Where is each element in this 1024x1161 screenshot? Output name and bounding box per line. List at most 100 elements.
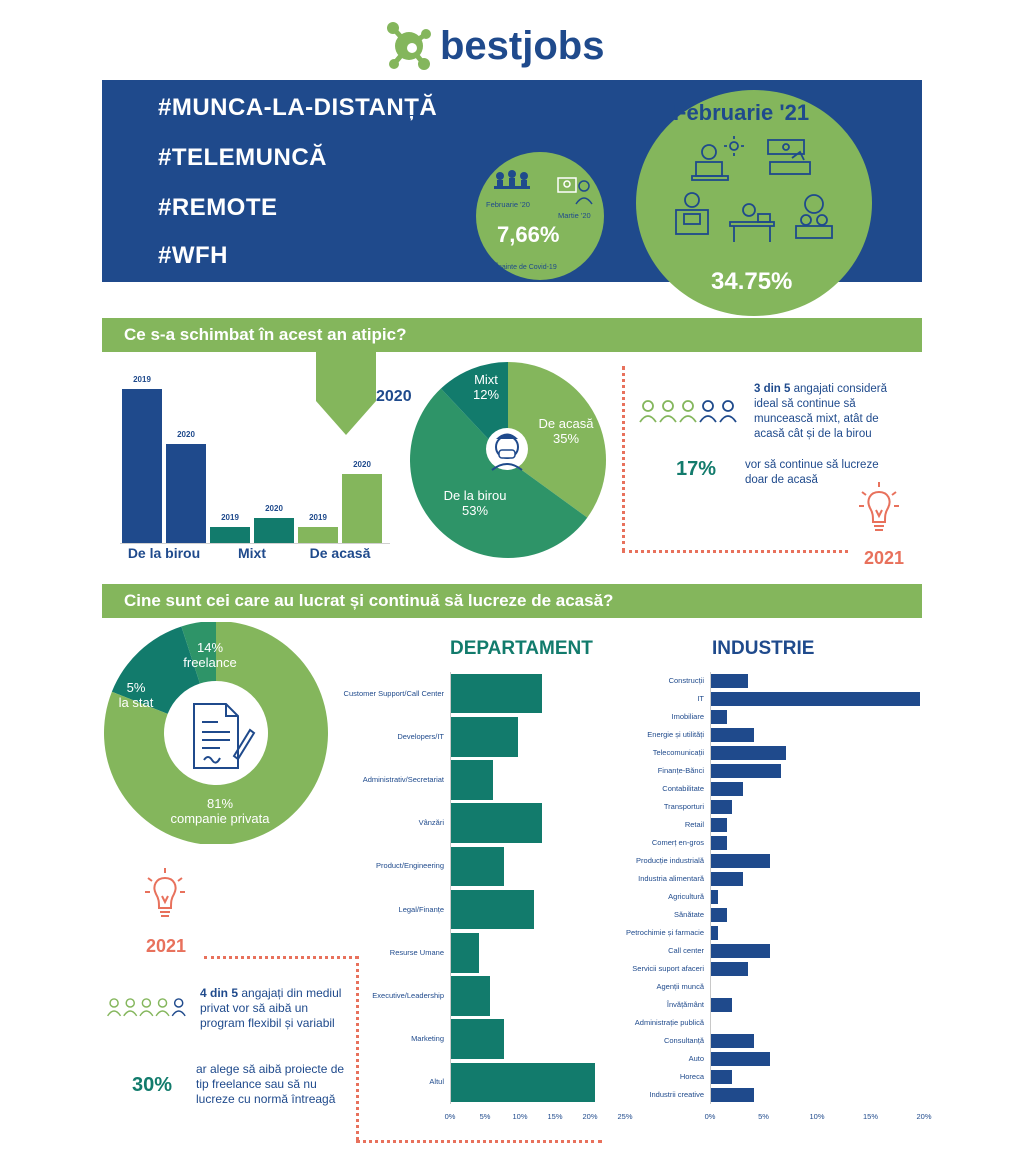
axis-line [710,672,711,1104]
section2-title: Cine sunt cei care au lucrat și continuă… [102,584,922,618]
category-label-5: Legal/Finanțe [398,904,444,914]
bar-8 [711,817,728,833]
insight1-percent-text: vor să continue să lucreze doar de acasă [745,459,879,486]
bar-7 [711,799,733,815]
category-label-20: Consultanță [663,1036,704,1045]
small-circle-caption: Înainte de Covid-19 [496,264,557,271]
category-label-4: Telecomunicații [652,748,704,757]
bar-14 [711,925,719,941]
pie-slice-1 [409,388,588,558]
category-label-0: Construcții [668,676,704,685]
department-bar-chart: Customer Support/Call Center Developers/I… [340,672,640,1124]
tick-label-2: 10% [512,1112,528,1121]
brand-name: bestjobs [440,24,605,68]
bar-1 [711,691,920,707]
insight1-dotted-bottom [622,550,848,553]
group-label-1: Mixt [238,545,266,561]
masked-person-icon [486,428,528,471]
category-label-3: Energie și utilități [647,730,704,739]
tick-label-2: 10% [809,1112,825,1121]
bar-21 [711,1051,770,1067]
category-label-2: Administrativ/Secretariat [362,775,444,784]
bar-23 [711,1087,754,1103]
bar-4 [711,745,786,761]
tick-label-0: 0% [704,1112,716,1121]
bar-label-2020-0: 2020 [177,430,195,439]
category-label-8: Retail [684,820,704,829]
category-label-3: Vânzări [418,818,444,828]
insight2-year: 2021 [146,936,187,956]
people-3-of-5-icon [639,400,737,423]
bar-9 [711,835,728,851]
tick-label-4: 20% [582,1112,598,1121]
category-label-13: Sănătate [673,910,704,919]
bar-20 [711,1033,754,1049]
small-circle-left-label: Februarie '20 [486,200,530,209]
bar-7 [451,976,490,1016]
work-mode-bar-chart: 2019 2020 De la birou 2019 2020 Mixt 2019 2020 D… [112,370,394,570]
category-label-1: Developers/IT [397,731,444,741]
bar-15 [711,943,770,959]
bar-2 [451,760,493,800]
insight1-text: 3 din 5 angajati consideră ideal să cont… [754,383,887,440]
donut-label-freelance: 14% freelance [183,640,237,670]
category-label-8: Marketing [411,1034,444,1044]
remote-worker-icon [557,177,593,205]
tick-label-1: 5% [758,1112,769,1121]
hashtag-3: #REMOTE [158,194,278,221]
pie-slice-0 [508,362,606,518]
bar-8 [451,1019,504,1060]
bar-18 [711,997,733,1013]
category-label-1: IT [697,694,704,703]
bar-2020-1 [254,518,294,543]
category-label-6: Resurse Umane [389,947,444,957]
category-label-23: Industrii creative [649,1090,704,1099]
bar-label-2020-1: 2020 [265,504,283,514]
donut-label-stat: 5% la stat [118,680,154,710]
hashtag-1: #MUNCA-LA-DISTANȚĂ [158,94,438,121]
donut-label-privata: 81% companie privata [170,796,270,826]
bar-12 [711,889,719,905]
insight1-percent: 17% [676,458,717,480]
insight1-year: 2021 [864,548,905,568]
bar-3 [451,803,542,844]
big-circle-value: 34.75% [711,268,793,295]
pie-year-label: 2020 [376,388,412,405]
bar-label-2020-2: 2020 [353,460,371,470]
insight2-percent-text: ar alege să aibă proiecte de tip freelan… [196,1062,345,1106]
bar-4 [451,846,504,887]
bar-6 [451,932,479,973]
bar-label-2019-0: 2019 [133,375,151,384]
bar-2 [711,709,728,725]
department-chart-title: DEPARTAMENT [450,638,593,659]
bar-2020-2 [342,474,382,543]
industry-bar-chart: Construcții IT Imobiliare Energie și utilit… [600,672,936,1124]
small-circle-right-label: Martie '20 [558,211,591,220]
category-label-18: Învățământ [666,1000,704,1009]
bar-3 [711,727,754,743]
bar-2019-0 [122,389,162,543]
bestjobs-logo-icon [387,22,431,70]
category-label-9: Altul [429,1077,444,1087]
section1-arrow [316,351,376,435]
brand-logo[interactable]: bestjobs [384,18,624,76]
tick-label-5: 25% [617,1112,633,1121]
category-label-6: Contabilitate [662,784,704,793]
insight2-dotted-top [204,956,358,959]
lightbulb-icon [859,482,899,531]
insight2-dotted-bottom [356,1140,602,1143]
category-label-11: Industria alimentară [638,874,704,883]
hashtag-4: #WFH [158,242,228,269]
big-stat-circle [636,90,872,316]
tick-label-4: 20% [916,1112,932,1121]
bar-1 [451,716,518,757]
bar-6 [711,781,744,797]
bar-0 [711,673,749,689]
category-label-9: Comerț en-gros [651,838,704,847]
category-label-5: Finanțe-Bănci [657,766,704,775]
category-label-10: Producție industrială [636,856,704,865]
section1-title: Ce s-a schimbat în acest an atipic? [102,318,922,352]
bar-2019-1 [210,526,250,543]
category-label-17: Agenții muncă [656,982,704,991]
meeting-icon [494,170,530,189]
